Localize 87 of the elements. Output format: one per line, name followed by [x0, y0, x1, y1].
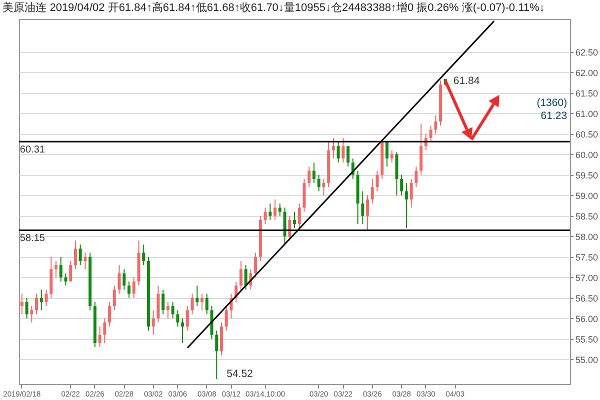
y-tick-label: 57.50 [576, 252, 598, 262]
candlestick [361, 190, 364, 225]
y-tick-label: 62.50 [576, 47, 598, 58]
candlestick [385, 142, 388, 168]
candlestick [128, 280, 131, 298]
candlestick [322, 178, 326, 196]
y-tick-label: 61.00 [576, 108, 598, 119]
candlestick [268, 203, 272, 220]
candlestick [205, 293, 208, 315]
candlestick [25, 297, 28, 319]
y-tick-label: 56.00 [576, 314, 598, 324]
candlestick [224, 306, 228, 332]
candlestick [112, 285, 116, 311]
candlestick [166, 301, 170, 319]
y-tick-label: 56.50 [576, 293, 598, 304]
candlestick [142, 244, 146, 266]
candlestick [44, 289, 48, 307]
candlestick [308, 166, 311, 188]
candlestick [20, 293, 24, 315]
candlestick [30, 306, 34, 323]
candlestick [400, 174, 404, 196]
candlestick [64, 272, 68, 286]
candlestick [239, 260, 242, 290]
y-tick-label: 60.50 [576, 129, 598, 140]
candlestick [54, 260, 58, 278]
candlestick [84, 252, 87, 270]
candlestick [152, 310, 155, 336]
candlestick [74, 240, 77, 270]
candlestick [312, 162, 316, 184]
candlestick [69, 260, 72, 282]
candlestick [410, 178, 413, 208]
candlestick [244, 264, 248, 290]
candlestick [288, 215, 292, 241]
y-tick-label: 57.00 [576, 272, 598, 283]
annotation: 61.84 [453, 74, 480, 87]
candlestick [264, 207, 267, 225]
candlestick [336, 142, 340, 164]
candlestick [278, 203, 282, 216]
y-tick-label: 55.50 [576, 334, 598, 344]
candlestick [176, 310, 180, 328]
candlestick [186, 306, 189, 332]
candlestick [171, 301, 174, 319]
candlestick [342, 137, 345, 164]
y-tick-label: 58.00 [576, 232, 598, 242]
candlestick [59, 256, 62, 282]
y-tick-label: 59.50 [576, 170, 598, 180]
candlestick [132, 276, 136, 298]
y-tick-label: 61.50 [576, 88, 598, 98]
candlestick [317, 174, 320, 192]
candlestick [162, 289, 165, 315]
candlestick [346, 146, 350, 168]
candlestick [35, 293, 38, 315]
candlestick [404, 182, 408, 229]
candlestick [414, 166, 418, 188]
candlestick [108, 301, 112, 328]
chart-title: 美原油连 2019/04/02 开61.84↑高61.84↑低61.68↑收61.70↓量10955↓仓24483388↑增0 振0.26% 涨(-0.07)-0.11%↓ [2, 1, 545, 14]
candlestick [434, 114, 438, 134]
ref-line-label: 60.31 [20, 144, 46, 156]
y-tick-label: 62.00 [576, 68, 598, 78]
candlestick [429, 125, 432, 143]
candlestick [215, 330, 218, 380]
candlestick [78, 244, 82, 266]
candlestick [196, 285, 199, 307]
candlestick [254, 252, 258, 278]
ref-line-label: 58.15 [20, 233, 46, 244]
candlestick [376, 170, 379, 192]
candlestick [298, 203, 301, 229]
candlestick [293, 211, 296, 229]
candlestick [190, 293, 194, 315]
candlestick [118, 264, 121, 294]
candlestick [200, 293, 204, 311]
candlestick [370, 178, 374, 204]
y-tick-label: 55.00 [576, 354, 598, 365]
candlestick [390, 150, 394, 164]
annotation: 54.52 [226, 368, 254, 380]
candlestick [122, 268, 126, 290]
candlestick [40, 289, 43, 311]
candlestick [274, 198, 277, 220]
y-tick-label: 59.00 [576, 190, 598, 201]
candlestick [98, 326, 102, 348]
candlestick [181, 318, 184, 344]
candlestick [366, 194, 370, 231]
annotation: (1360) 61.23 [536, 96, 568, 122]
candlestick [332, 137, 335, 159]
y-tick-label: 58.50 [576, 211, 598, 222]
y-tick-label: 60.00 [576, 150, 598, 160]
candlestick [103, 318, 106, 344]
